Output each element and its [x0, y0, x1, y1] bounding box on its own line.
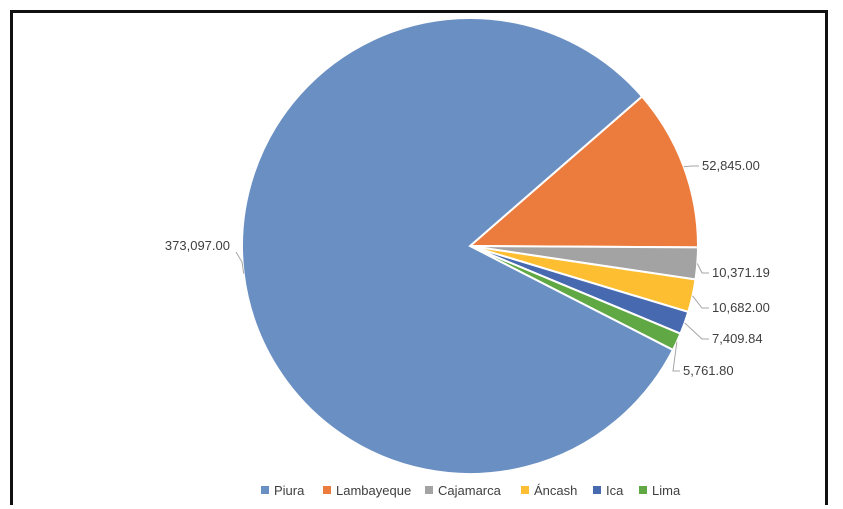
leader-line-cajamarca [696, 263, 709, 274]
legend-label-ica: Ica [606, 483, 624, 498]
data-label-áncash: 10,682.00 [712, 300, 770, 315]
data-label-lambayeque: 52,845.00 [702, 158, 760, 173]
data-label-ica: 7,409.84 [712, 331, 763, 346]
legend-label-cajamarca: Cajamarca [438, 483, 502, 498]
legend-label-piura: Piura [274, 483, 305, 498]
legend-swatch-lima [639, 486, 647, 494]
leader-line-lima [672, 341, 680, 372]
legend-label-áncash: Áncash [534, 483, 577, 498]
data-label-cajamarca: 10,371.19 [712, 265, 770, 280]
pie-slice-piura [241, 17, 675, 475]
leader-line-ica [684, 322, 709, 340]
data-label-lima: 5,761.80 [683, 363, 734, 378]
leader-line-piura [235, 251, 245, 274]
legend-swatch-cajamarca [425, 486, 433, 494]
legend-label-lambayeque: Lambayeque [336, 483, 411, 498]
leader-line-áncash [692, 295, 709, 309]
legend-swatch-ica [593, 486, 601, 494]
legend-swatch-lambayeque [323, 486, 331, 494]
legend-swatch-piura [261, 486, 269, 494]
legend-label-lima: Lima [652, 483, 681, 498]
data-label-piura: 373,097.00 [165, 238, 230, 253]
legend-swatch-áncash [521, 486, 529, 494]
leader-line-lambayeque [683, 165, 699, 168]
